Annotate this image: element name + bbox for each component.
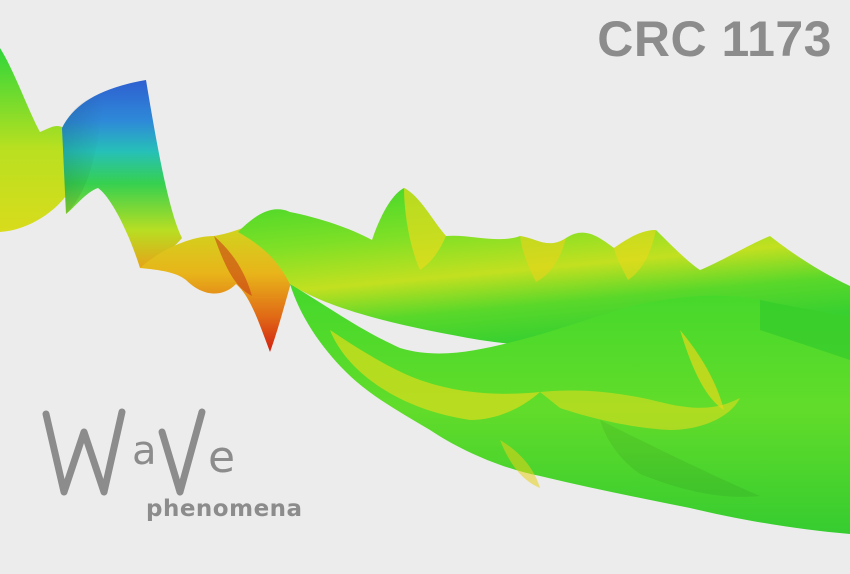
- page-title: CRC 1173: [597, 11, 832, 67]
- svg-text:e: e: [208, 432, 235, 483]
- logo-subtitle: phenomena: [146, 496, 303, 522]
- surface-trough: [140, 210, 297, 352]
- svg-text:a: a: [132, 428, 157, 474]
- wave-phenomena-logo: a e phenomena: [40, 398, 340, 538]
- surface-left-strip: [0, 48, 70, 232]
- wave-logo-mark: a e: [42, 408, 235, 496]
